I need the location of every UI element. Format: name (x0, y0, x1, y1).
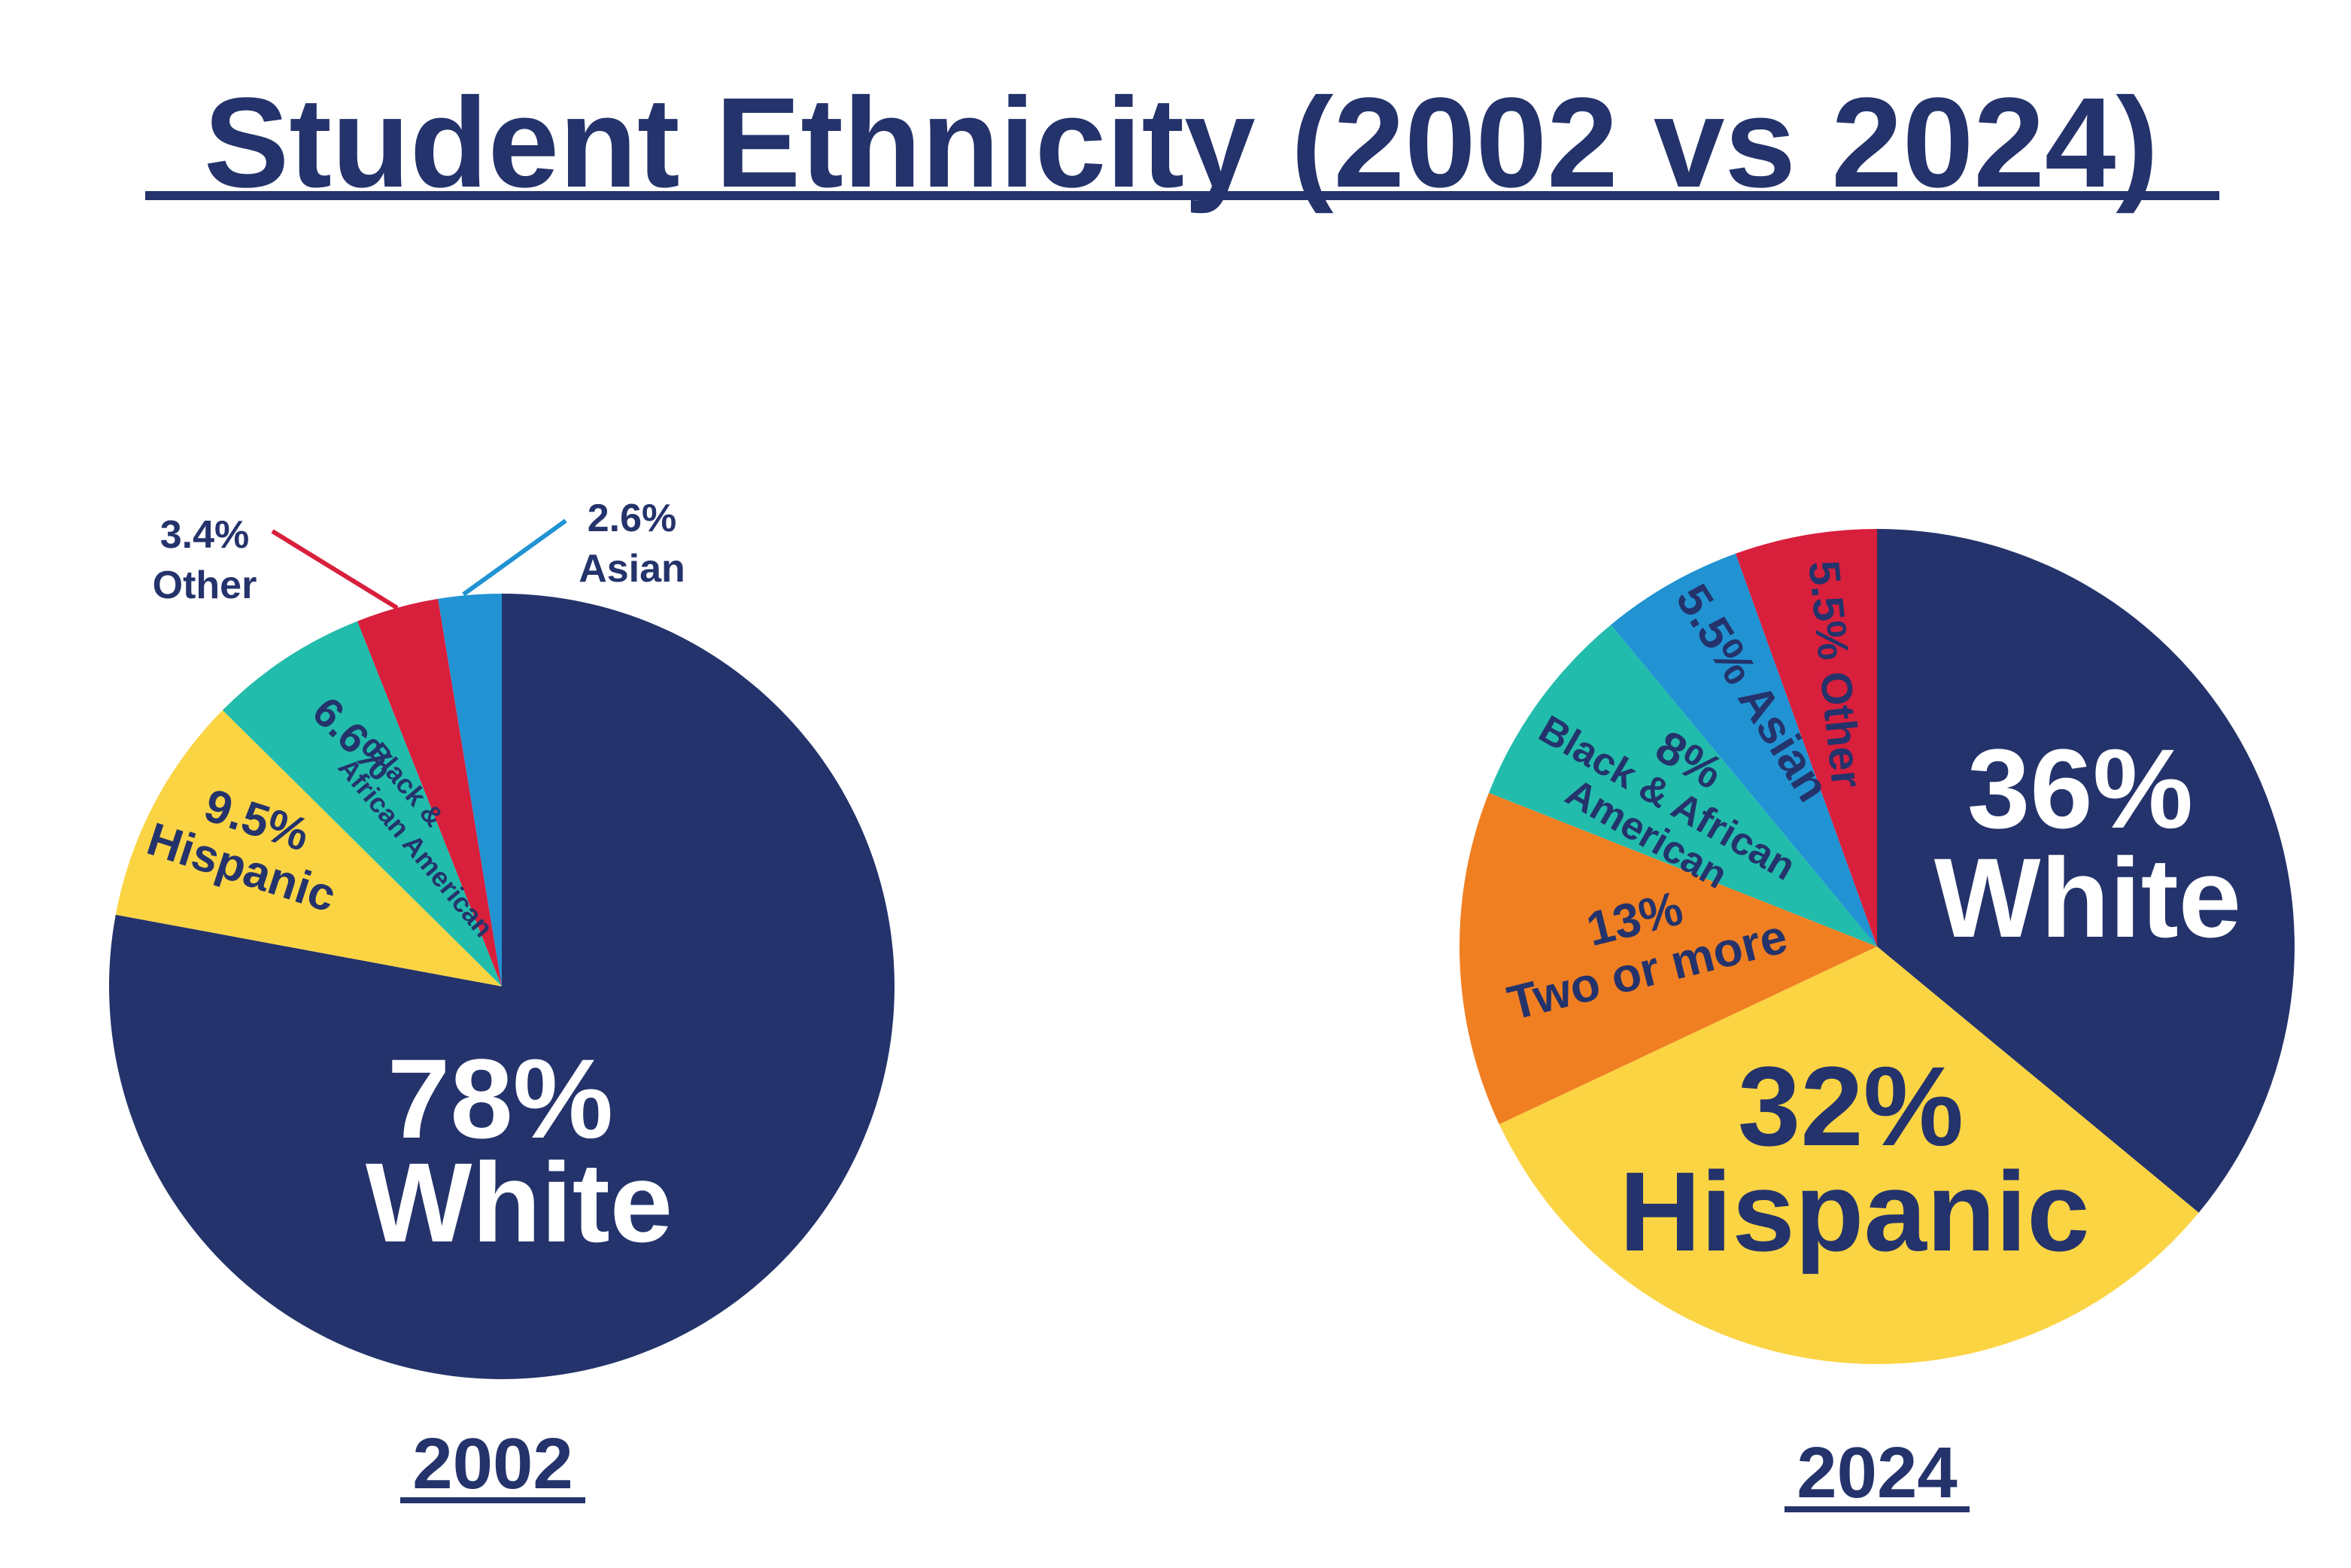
slice-other-2002 (357, 598, 502, 986)
slice-label-other-pct-2002: 3.4% (160, 513, 250, 557)
year-label-2002: 2002 (412, 1424, 573, 1504)
slice-black-african-american-2002 (222, 621, 502, 986)
leader-line-other-2002 (271, 529, 399, 610)
pie-2024 (1460, 529, 2295, 1364)
slice-other-2024 (1736, 529, 1877, 947)
year-label-2024: 2024 (1797, 1433, 1958, 1513)
slice-label-hispanic-name-2024: Hispanic (1619, 1148, 2089, 1275)
slice-label-asian-name-2002: Asian (579, 547, 685, 591)
year-underline-2024 (1785, 1506, 1970, 1512)
slice-label-white-pct-2002: 78% (387, 1035, 613, 1162)
slice-label-white-pct-2024: 36% (1967, 725, 2193, 852)
slice-black-african-american-2024 (1488, 624, 1877, 947)
year-underline-2002 (400, 1497, 585, 1503)
slice-label-white-name-2024: White (1934, 834, 2241, 961)
pie-2002 (109, 594, 895, 1379)
slice-white-2002 (109, 594, 895, 1379)
slice-two-or-more-2024 (1460, 792, 1877, 1125)
leader-line-asian-2002 (462, 518, 567, 597)
title-underline (145, 191, 2219, 200)
slice-asian-2024 (1611, 553, 1877, 947)
slice-label-other-name-2002: Other (153, 564, 257, 607)
page-title: Student Ethnicity (2002 vs 2024) (204, 71, 2158, 214)
slice-hispanic-2024 (1499, 947, 2199, 1364)
slice-label-asian-pct-2002: 2.6% (588, 497, 677, 540)
slice-hispanic-2002 (115, 710, 502, 986)
slice-label-white-name-2002: White (366, 1139, 673, 1266)
slice-white-2024 (1877, 529, 2295, 1213)
slice-label-hispanic-pct-2024: 32% (1738, 1043, 1964, 1169)
slice-asian-2002 (438, 594, 502, 986)
